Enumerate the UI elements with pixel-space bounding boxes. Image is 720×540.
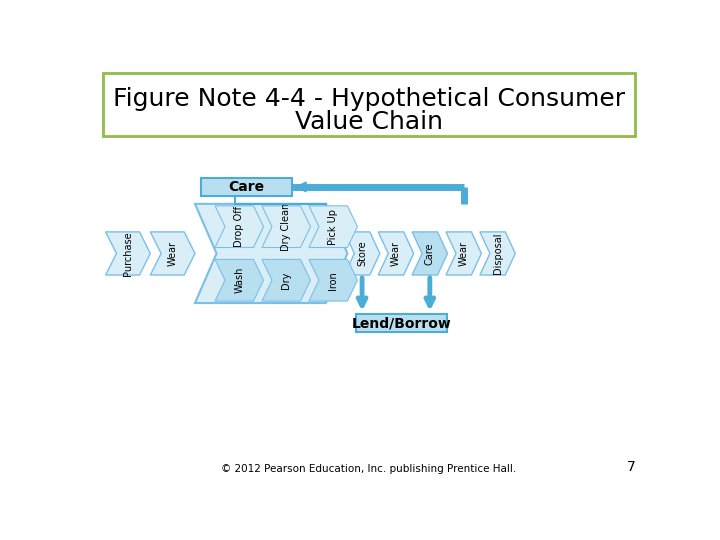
Text: 7: 7 — [626, 461, 636, 475]
FancyBboxPatch shape — [356, 314, 447, 332]
Polygon shape — [262, 206, 310, 247]
Text: Dry Clean: Dry Clean — [282, 202, 291, 251]
Polygon shape — [412, 232, 448, 275]
Polygon shape — [446, 232, 482, 275]
Text: Lend/Borrow: Lend/Borrow — [351, 316, 451, 330]
Text: Wear: Wear — [459, 241, 469, 266]
Text: Store: Store — [357, 241, 367, 266]
Polygon shape — [309, 206, 357, 247]
Polygon shape — [215, 259, 264, 301]
FancyBboxPatch shape — [201, 178, 292, 196]
Text: Care: Care — [425, 242, 435, 265]
Polygon shape — [262, 259, 310, 301]
Polygon shape — [344, 232, 379, 275]
Text: Disposal: Disposal — [492, 233, 503, 274]
Text: Care: Care — [228, 180, 265, 194]
Text: Purchase: Purchase — [123, 231, 133, 276]
Text: Wear: Wear — [391, 241, 401, 266]
Text: Wear: Wear — [168, 241, 178, 266]
Text: Dry: Dry — [282, 272, 291, 289]
Text: Wash: Wash — [234, 267, 244, 293]
Polygon shape — [480, 232, 516, 275]
Text: Figure Note 4-4 - Hypothetical Consumer: Figure Note 4-4 - Hypothetical Consumer — [113, 87, 625, 111]
Polygon shape — [378, 232, 414, 275]
FancyBboxPatch shape — [104, 72, 634, 136]
Text: Pick Up: Pick Up — [328, 208, 338, 245]
Text: Value Chain: Value Chain — [295, 110, 443, 134]
Polygon shape — [195, 204, 348, 303]
Text: Iron: Iron — [328, 271, 338, 289]
Text: Drop Off: Drop Off — [234, 206, 244, 247]
Polygon shape — [106, 232, 150, 275]
Polygon shape — [215, 206, 264, 247]
Polygon shape — [150, 232, 195, 275]
Text: © 2012 Pearson Education, Inc. publishing Prentice Hall.: © 2012 Pearson Education, Inc. publishin… — [221, 464, 517, 475]
Polygon shape — [309, 259, 357, 301]
